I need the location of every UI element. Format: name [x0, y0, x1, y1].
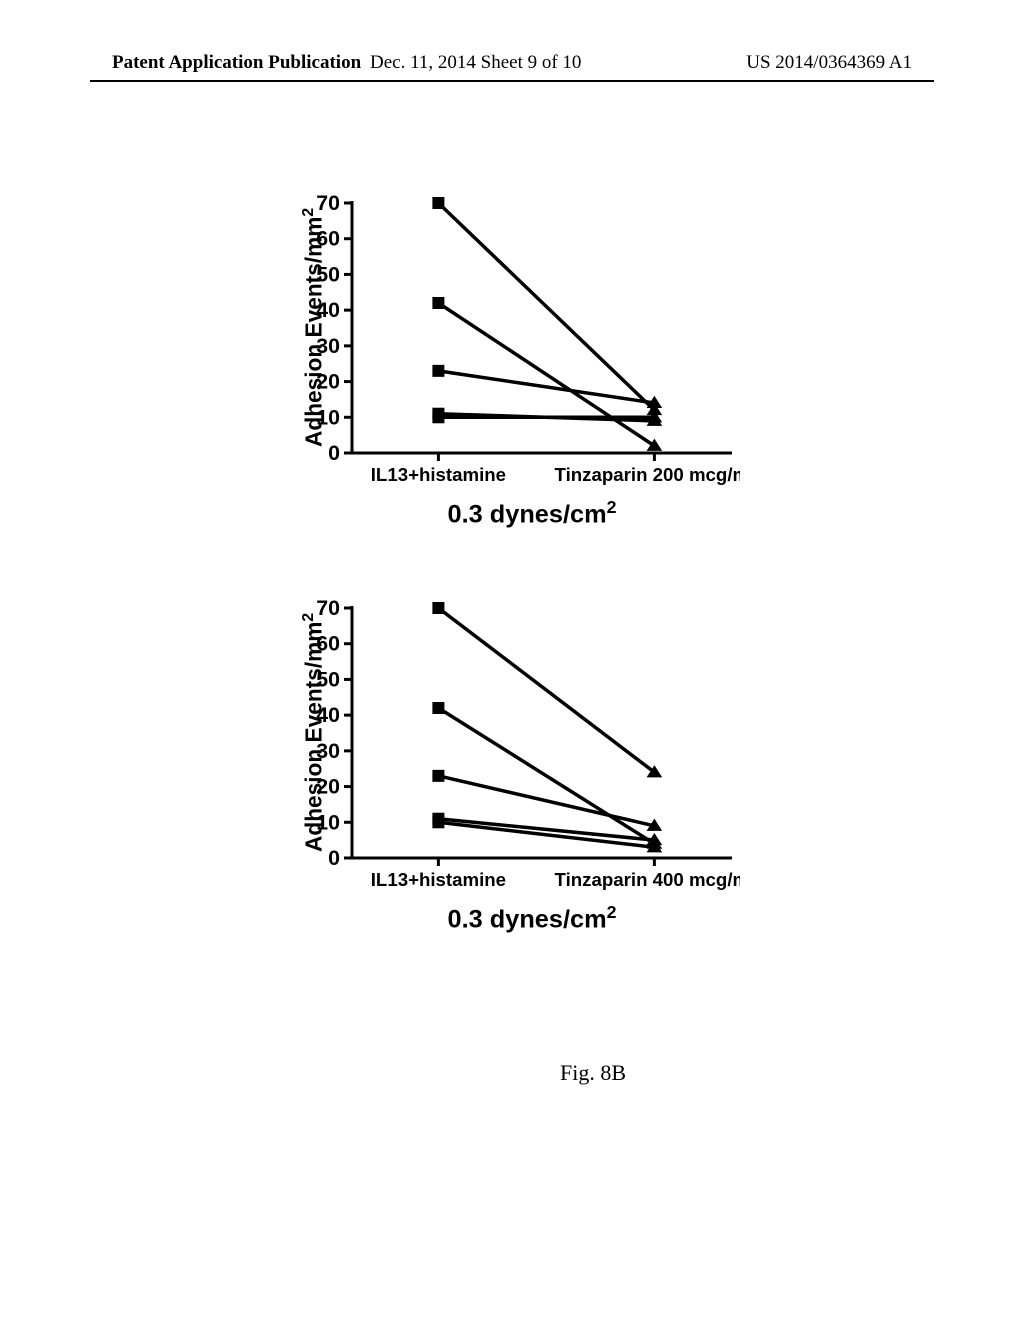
y-axis-label: Adhesion Events/mm2 [300, 613, 328, 852]
series-line [438, 608, 654, 772]
y-tick-label: 0 [328, 441, 340, 465]
square-marker [432, 770, 444, 782]
x-category-label: Tinzaparin 200 mcg/ml [555, 464, 740, 485]
chart-bottom: 010203040506070IL13+histamineTinzaparin … [280, 600, 740, 970]
series-line [438, 822, 654, 847]
y-tick-label: 0 [328, 846, 340, 870]
square-marker [432, 411, 444, 423]
series-line [438, 776, 654, 826]
x-category-label: IL13+histamine [371, 869, 506, 890]
x-category-label: Tinzaparin 400 mcg/ml [555, 869, 740, 890]
header-right: US 2014/0364369 A1 [746, 52, 912, 74]
chart-top-svg: 010203040506070IL13+histamineTinzaparin … [280, 195, 740, 513]
header-left: Patent Application Publication [112, 52, 361, 74]
square-marker [432, 602, 444, 614]
patent-page: Patent Application Publication Dec. 11, … [0, 0, 1024, 1320]
x-category-label: IL13+histamine [371, 464, 506, 485]
header-center: Dec. 11, 2014 Sheet 9 of 10 [370, 52, 581, 74]
chart-top: 010203040506070IL13+histamineTinzaparin … [280, 195, 740, 565]
chart-subtitle: 0.3 dynes/cm2 [352, 497, 712, 529]
square-marker [432, 297, 444, 309]
chart-bottom-svg: 010203040506070IL13+histamineTinzaparin … [280, 600, 740, 918]
chart-subtitle: 0.3 dynes/cm2 [352, 902, 712, 934]
header-rule [90, 80, 934, 82]
y-axis-label: Adhesion Events/mm2 [300, 208, 328, 447]
square-marker [432, 365, 444, 377]
square-marker [432, 702, 444, 714]
square-marker [432, 197, 444, 209]
series-line [438, 203, 654, 410]
square-marker [432, 816, 444, 828]
figure-caption: Fig. 8B [0, 1060, 1024, 1086]
